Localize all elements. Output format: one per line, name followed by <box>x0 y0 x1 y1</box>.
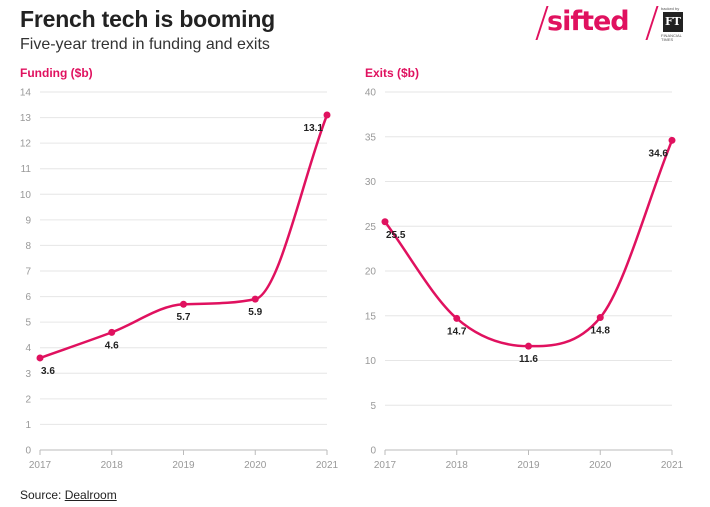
y-tick-label: 10 <box>20 190 32 201</box>
x-tick-label: 2018 <box>446 460 469 471</box>
logo-wordmark: sifted <box>547 6 630 37</box>
ft-logo-icon: FT <box>663 12 683 32</box>
y-tick-label: 35 <box>365 132 377 143</box>
data-label: 14.7 <box>447 326 467 337</box>
data-point[interactable] <box>453 314 461 322</box>
y-tick-label: 0 <box>370 446 376 457</box>
data-point[interactable] <box>596 314 604 322</box>
source-label: Source: <box>20 488 62 502</box>
series-line <box>39 114 329 360</box>
data-point[interactable] <box>323 111 331 119</box>
data-point[interactable] <box>180 300 187 308</box>
y-tick-label: 5 <box>370 401 376 412</box>
x-tick-label: 2018 <box>101 460 124 471</box>
y-tick-label: 13 <box>20 113 32 124</box>
y-tick-label: 30 <box>365 177 377 188</box>
axis-title: Exits ($b) <box>365 66 419 80</box>
y-tick-label: 5 <box>25 318 31 329</box>
x-tick-label: 2017 <box>29 460 52 471</box>
y-tick-label: 6 <box>25 292 31 303</box>
source-link[interactable]: Dealroom <box>64 488 117 502</box>
data-point[interactable] <box>108 328 116 336</box>
y-tick-label: 8 <box>25 241 31 252</box>
y-tick-label: 20 <box>365 267 377 278</box>
x-tick-label: 2020 <box>244 460 267 471</box>
y-tick-label: 15 <box>365 311 377 322</box>
series-line <box>383 139 674 348</box>
x-tick-label: 2021 <box>316 460 339 471</box>
data-label: 3.6 <box>41 366 55 377</box>
exits-chart: Exits ($b) 0 5 10 15 20 25 30 35 40 2017 2018 2019 20… <box>365 66 684 471</box>
data-point[interactable] <box>36 354 44 362</box>
y-tick-label: 2 <box>25 394 31 405</box>
y-tick-label: 1 <box>25 420 31 431</box>
y-tick-label: 25 <box>365 222 377 233</box>
y-tick-label: 0 <box>25 446 31 457</box>
data-point[interactable] <box>668 136 676 144</box>
data-label: 11.6 <box>519 354 538 365</box>
ft-caption-bottom: FINANCIAL TIMES <box>661 33 682 42</box>
data-point[interactable] <box>251 295 259 303</box>
x-tick-label: 2019 <box>517 460 540 471</box>
y-tick-label: 9 <box>25 215 31 226</box>
data-point[interactable] <box>381 218 389 226</box>
x-tick-label: 2019 <box>172 460 195 471</box>
data-label: 14.8 <box>591 326 611 337</box>
y-tick-label: 10 <box>365 356 377 367</box>
x-tick-label: 2020 <box>589 460 612 471</box>
chart-title: French tech is booming <box>20 6 276 32</box>
data-label: 25.5 <box>386 230 406 241</box>
y-tick-label: 3 <box>25 369 31 380</box>
data-label: 13.1 <box>304 123 324 134</box>
data-label: 5.9 <box>248 307 262 318</box>
x-tick-label: 2017 <box>374 460 397 471</box>
y-tick-label: 14 <box>20 88 32 99</box>
sifted-logo[interactable]: sifted backed by FT FINANCIAL TIMES <box>535 6 687 46</box>
ft-caption-top: backed by <box>661 6 680 11</box>
data-label: 4.6 <box>105 340 119 351</box>
y-tick-label: 4 <box>25 343 31 354</box>
y-tick-label: 12 <box>20 139 32 150</box>
y-tick-label: 7 <box>25 267 31 278</box>
y-tick-label: 11 <box>21 164 32 175</box>
data-label: 34.6 <box>649 148 669 159</box>
data-label: 5.7 <box>177 312 191 323</box>
axis-title: Funding ($b) <box>20 66 93 80</box>
x-tick-label: 2021 <box>661 460 684 471</box>
data-point[interactable] <box>525 342 532 350</box>
y-tick-label: 40 <box>365 88 377 99</box>
chart-subtitle: Five-year trend in funding and exits <box>20 36 270 53</box>
source-note: Source: Dealroom <box>20 488 117 502</box>
